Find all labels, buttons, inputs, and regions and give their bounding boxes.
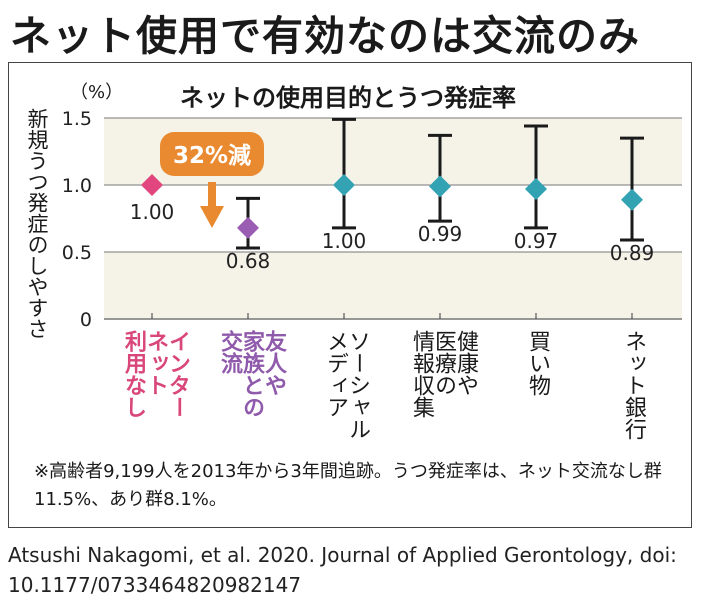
y-tick-label: 0.5 [62, 242, 92, 264]
category-label: インター ネット 利用なし [116, 330, 190, 450]
category-label: ソーシャル メディア [320, 330, 370, 450]
band-lower [104, 252, 682, 319]
data-point-marker [141, 174, 163, 196]
data-value-label: 0.97 [514, 229, 559, 253]
headline: ネット使用で有効なのは交流のみ [10, 12, 640, 60]
callout-arrow-shaft [208, 182, 216, 208]
data-value-label: 1.00 [130, 200, 175, 224]
data-value-label: 0.68 [226, 249, 271, 273]
category-label-line: 医療の [431, 330, 456, 396]
data-value-label: 0.99 [418, 222, 463, 246]
data-value-label: 1.00 [322, 229, 367, 253]
category-label-line: 家族との [239, 330, 264, 418]
callout-box [160, 132, 264, 176]
y-unit-label: （%） [70, 82, 124, 103]
data-point-marker [525, 178, 547, 201]
category-label: 買い物 [524, 330, 550, 450]
footnote: ※高齢者9,199人を2013年から3年間追跡。うつ発症率は、ネット交流なし群1… [34, 461, 662, 510]
category-label-line: 利用なし [121, 330, 146, 418]
category-label-line: メディア [323, 330, 348, 418]
y-tick-label: 1.5 [62, 108, 92, 130]
category-label-line: ソーシャル [345, 330, 370, 440]
category-label-line: 友人や [261, 330, 286, 396]
category-label-line: 買い物 [525, 330, 550, 396]
category-label-line: ネット銀行 [621, 330, 646, 440]
y-axis-label: 新規うつ発症のしやすさ [25, 108, 49, 339]
data-point-marker [333, 174, 355, 196]
y-tick-label: 1.0 [62, 175, 92, 197]
y-tick-label: 0 [80, 309, 92, 331]
category-label-line: 健康や [453, 330, 478, 396]
category-label: ネット銀行 [620, 330, 646, 450]
chart-title: ネットの使用目的とうつ発症率 [180, 83, 516, 112]
data-value-label: 0.89 [610, 241, 655, 265]
category-label-line: 情報収集 [409, 330, 434, 418]
data-point-marker [621, 188, 643, 211]
data-point-marker [429, 175, 451, 198]
category-label-line: インター [165, 330, 190, 418]
category-label: 友人や 家族との 交流 [212, 330, 286, 450]
category-label-line: 交流 [217, 330, 242, 374]
callout-arrow-head [200, 206, 224, 228]
data-point-marker [237, 216, 259, 239]
category-label-line: ネット [143, 330, 168, 396]
callout-label: 32%減 [173, 143, 251, 169]
citation: Atsushi Nakagomi, et al. 2020. Journal o… [8, 543, 677, 597]
category-label: 健康や 医療の 情報収集 [404, 330, 478, 450]
